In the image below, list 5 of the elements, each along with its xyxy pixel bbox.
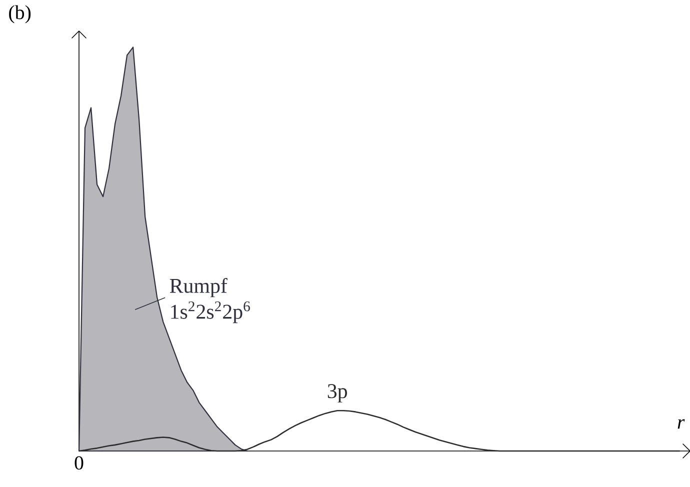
x-axis-title: r <box>678 419 685 429</box>
chart-title: (b) <box>9 5 31 24</box>
series-label: 3p <box>328 384 347 402</box>
legend-label: Rumpf 1s$^{2}$2s$^{2}$2p$^{6}$ <box>170 278 250 324</box>
text: 0 <box>74 456 84 470</box>
